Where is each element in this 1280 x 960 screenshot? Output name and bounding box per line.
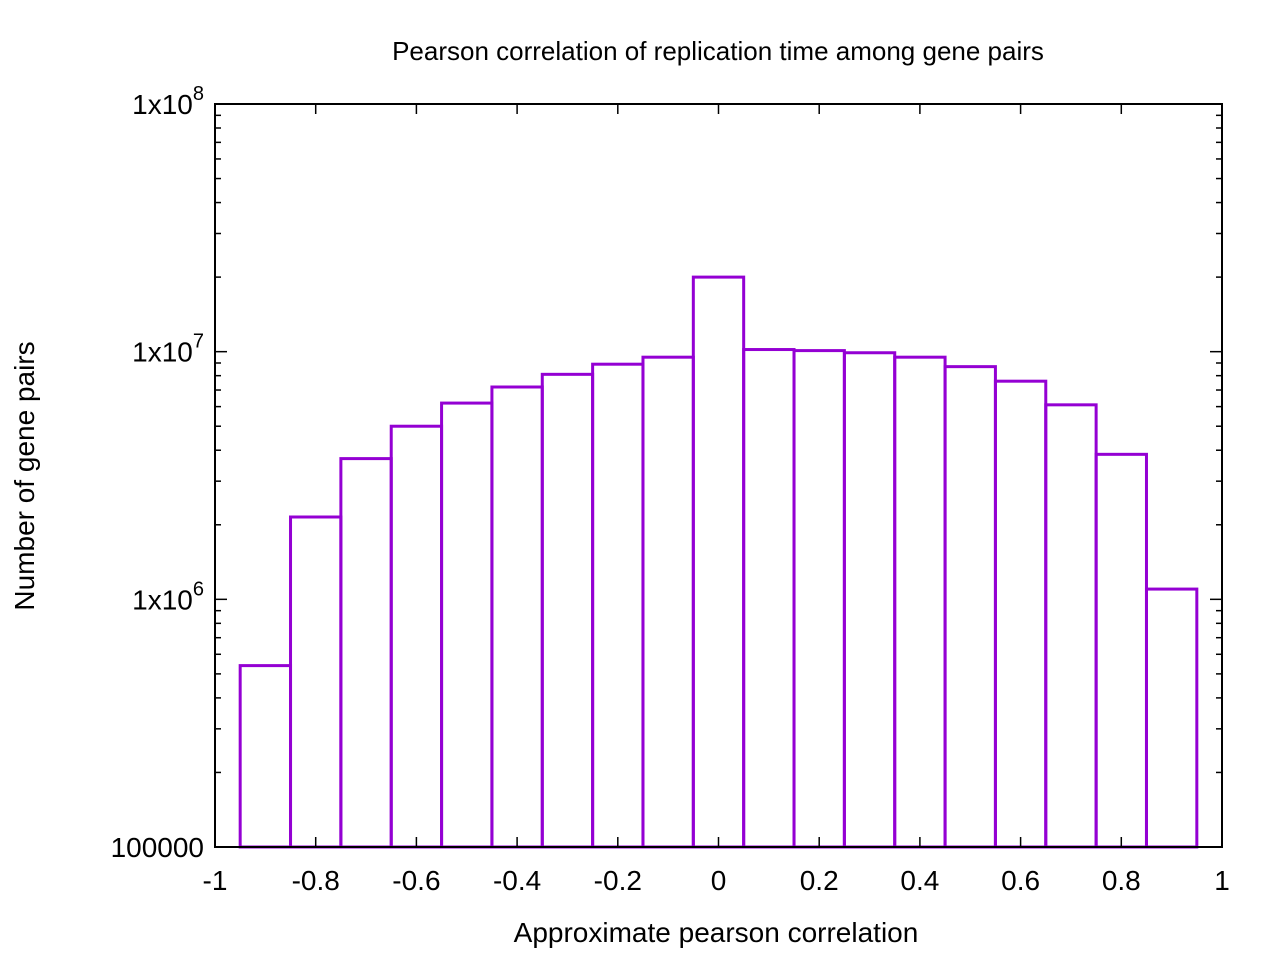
x-axis-label: Approximate pearson correlation: [514, 917, 919, 948]
y-axis-label: Number of gene pairs: [9, 341, 40, 610]
x-tick-label: 0.4: [900, 865, 939, 896]
x-tick-label: -0.6: [392, 865, 440, 896]
plot-frame: [214, 103, 1223, 848]
x-tick-label: -0.4: [493, 865, 541, 896]
x-tick-label: -1: [203, 865, 228, 896]
y-tick-label: 100000: [111, 832, 204, 863]
x-tick-labels: -1 -0.8 -0.6 -0.4 -0.2 0 0.2 0.4 0.6 0.8 1: [203, 865, 1230, 896]
y-tick-label: 1x106: [132, 578, 204, 615]
x-tick-label: -0.2: [594, 865, 642, 896]
x-tick-label: -0.8: [292, 865, 340, 896]
x-tick-label: 0.6: [1001, 865, 1040, 896]
y-tick-label: 1x107: [132, 331, 204, 368]
x-tick-label: 0.8: [1102, 865, 1141, 896]
x-tick-label: 1: [1214, 865, 1230, 896]
x-tick-label: 0.2: [800, 865, 839, 896]
x-tick-label: 0: [711, 865, 727, 896]
chart-title: Pearson correlation of replication time …: [392, 36, 1044, 66]
y-tick-labels: 100000 1x106 1x107 1x108: [111, 83, 204, 863]
y-tick-label: 1x108: [132, 83, 204, 120]
